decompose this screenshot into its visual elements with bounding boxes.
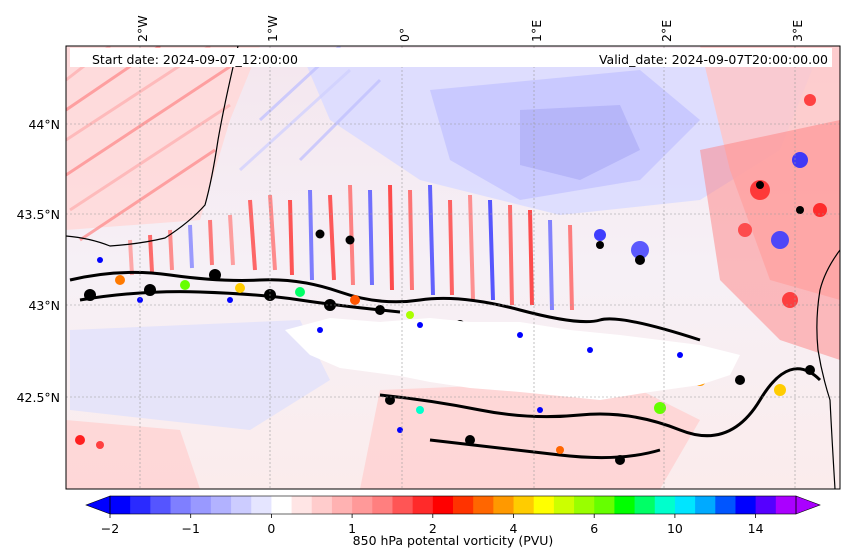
colorbar-cell: [271, 496, 293, 514]
lat-labels: 44°N 43.5°N 43°N 42.5°N: [17, 117, 60, 405]
colorbar-cell: [533, 496, 555, 514]
colorbar-cell: [130, 496, 151, 514]
colorbar-cell: [190, 496, 212, 514]
pv-streaks-foothills: [128, 184, 574, 311]
colorbar-cell: [392, 496, 414, 514]
lon-label-2e: 2°E: [659, 20, 674, 42]
colorbar-title: 850 hPa potental vorticity (PVU): [353, 533, 554, 548]
city-dot-1: [315, 229, 325, 239]
pv-negative-area: [70, 50, 820, 430]
lon-label-3e: 3°E: [790, 20, 805, 42]
colorbar-tick-label: 2: [429, 521, 437, 536]
start-date-label: Start date: 2024-09-07_12:00:00: [92, 52, 298, 67]
colorbar-tick-label: −2: [101, 521, 119, 536]
colorbar-cell: [251, 496, 272, 514]
pv-field: [66, 46, 840, 489]
colorbar-cell: [493, 496, 515, 514]
city-dot-2: [345, 235, 355, 245]
colorbar-cell: [110, 496, 131, 514]
colorbar-tick-label: 4: [510, 521, 518, 536]
colorbar-cell: [331, 496, 353, 514]
valid-date-label: Valid_date: 2024-09-07T20:00:00.00: [599, 52, 828, 67]
lon-label-2w: 2°W: [135, 15, 150, 42]
colorbar-cell: [775, 496, 797, 514]
terrain-mask: [285, 318, 740, 400]
colorbar-cell: [735, 496, 757, 514]
lat-label-42-5n: 42.5°N: [17, 390, 60, 405]
colorbar-cells: [110, 496, 797, 514]
colorbar-cell: [654, 496, 676, 514]
colorbar-ticks: −2 −1 0 1 2 4 6 10 14: [101, 514, 764, 536]
colorbar-tick-label: 1: [348, 521, 356, 536]
lat-label-44n: 44°N: [28, 117, 60, 132]
coastlines: [66, 46, 840, 489]
pv-positive-area: [66, 46, 840, 489]
colorbar-cell: [574, 496, 595, 514]
colorbar-tick-label: −1: [181, 521, 199, 536]
colorbar-tick-label: 10: [667, 521, 683, 536]
colorbar-extend-min: [85, 495, 111, 515]
colorbar-cell: [473, 496, 494, 514]
colorbar-cell: [674, 496, 696, 514]
pv-speckles: [75, 257, 683, 449]
colorbar-cell: [553, 496, 575, 514]
colorbar-cell: [634, 496, 656, 514]
lon-label-1w: 1°W: [265, 15, 280, 42]
colorbar-tick-label: 14: [748, 521, 764, 536]
colorbar-cell: [715, 496, 736, 514]
colorbar-cell: [513, 496, 535, 514]
colorbar-tick-label: 6: [590, 521, 598, 536]
colorbar-cell: [291, 496, 313, 514]
colorbar-extend-max: [795, 495, 821, 515]
colorbar-cell: [372, 496, 393, 514]
colorbar-cell: [695, 496, 716, 514]
colorbar-cell: [432, 496, 454, 514]
lat-label-43n: 43°N: [28, 298, 60, 313]
colorbar-cell: [755, 496, 777, 514]
gridlines: [66, 46, 840, 489]
lon-label-1e: 1°E: [529, 20, 544, 42]
lon-label-0: 0°: [397, 28, 412, 42]
colorbar: −2 −1 0 1 2 4 6 10 14 850 hPa potental v…: [85, 495, 821, 548]
pv-east-area: [594, 94, 840, 360]
colorbar-cell: [210, 496, 232, 514]
colorbar-cell: [311, 496, 333, 514]
lat-label-43-5n: 43.5°N: [17, 207, 60, 222]
colorbar-frame: [109, 495, 797, 515]
colorbar-cell: [412, 496, 434, 514]
colorbar-cell: [150, 496, 172, 514]
colorbar-cell: [594, 496, 615, 514]
colorbar-cell: [453, 496, 474, 514]
map-panel: Start date: 2024-09-07_12:00:00 Valid_da…: [65, 45, 841, 490]
header-strip: [70, 48, 832, 67]
colorbar-cell: [352, 496, 373, 514]
colorbar-cell: [170, 496, 192, 514]
colorbar-cell: [231, 496, 252, 514]
colorbar-tick-label: 0: [267, 521, 275, 536]
colorbar-cell: [614, 496, 636, 514]
lon-labels: 2°W 1°W 0° 1°E 2°E 3°E: [135, 15, 805, 42]
map-frame: [65, 45, 841, 490]
